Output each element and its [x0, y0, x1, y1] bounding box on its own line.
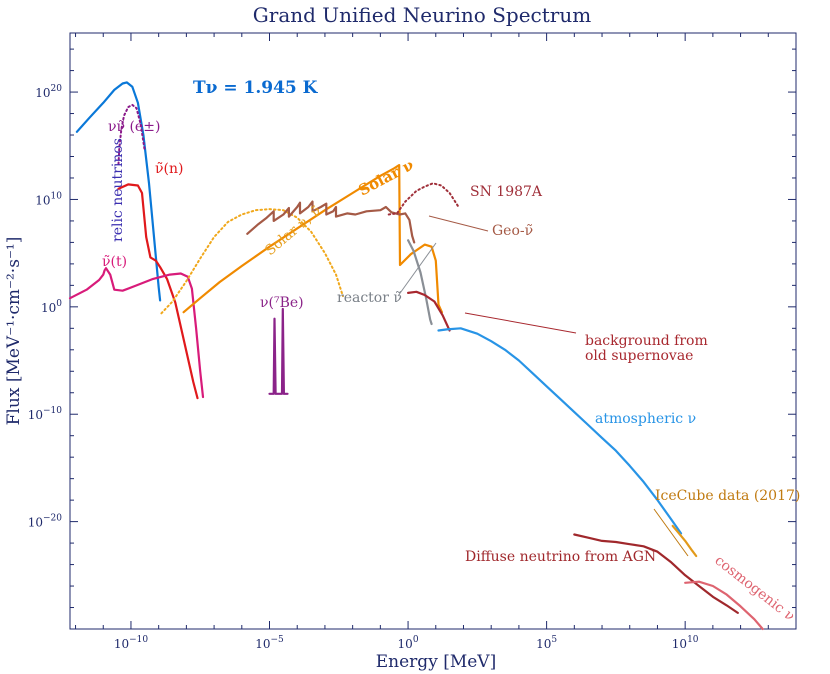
series-line-1 — [117, 103, 146, 165]
series-line-13 — [684, 580, 764, 631]
series-line-4 — [160, 208, 344, 315]
series-line-0 — [75, 81, 162, 302]
annotation-label: Tν = 1.945 K — [193, 78, 319, 98]
series-line-9 — [407, 290, 451, 332]
series-line-14 — [268, 307, 289, 395]
annotation-label: reactor ν̃ — [337, 290, 402, 306]
y-axis-label: Flux [MeV⁻¹·cm⁻²·s⁻¹] — [4, 237, 24, 426]
annotation-label: cosmogenic ν — [712, 553, 798, 625]
annotation-label: Geo-ν̃ — [492, 223, 533, 239]
y-tick-label: 100 — [41, 299, 62, 315]
series-line-12 — [671, 524, 698, 558]
leader-old-supernovae — [464, 312, 577, 334]
annotation-label: background from — [585, 333, 708, 349]
series-group — [68, 81, 764, 631]
series-line-2 — [117, 183, 199, 400]
plot-frame — [69, 32, 797, 630]
leader-reactor — [397, 242, 437, 297]
leader-geo — [428, 215, 489, 232]
series-line-11 — [573, 533, 739, 615]
series-line-8 — [407, 239, 433, 326]
annotation-label: Solar ν — [355, 156, 416, 200]
annotation-label: ν(⁷Be) — [260, 295, 304, 311]
x-tick-label: 1010 — [672, 635, 699, 651]
tick-group: 10−10 10−5 100 105 1010 1020 1010 100 10−10 10−20 — [28, 33, 797, 651]
x-axis-label: Energy [MeV] — [376, 652, 496, 672]
y-tick-label: 1020 — [35, 84, 62, 100]
annotation-label: IceCube data (2017) — [655, 488, 800, 504]
x-tick-label: 10−10 — [114, 635, 149, 651]
series-line-10 — [437, 327, 683, 535]
x-tick-label: 105 — [536, 635, 557, 651]
annotation-label: ν̃(n) — [155, 161, 183, 177]
annotation-label: SN 1987A — [470, 184, 543, 200]
annotation-label: old supernovae — [585, 348, 693, 364]
x-tick-label: 10−5 — [255, 635, 284, 651]
y-tick-label: 10−10 — [28, 406, 63, 422]
series-line-3 — [68, 267, 205, 399]
series-line-5 — [182, 164, 443, 314]
annotation-label: ν̃(t) — [102, 254, 127, 270]
x-tick-label: 100 — [398, 635, 419, 651]
y-tick-label: 10−20 — [28, 514, 63, 530]
annotation-label: Diffuse neutrino from AGN — [465, 549, 656, 565]
annotation-label: relic neutrinos — [110, 138, 126, 242]
leader-icecube — [653, 508, 689, 557]
series-line-7 — [387, 182, 459, 216]
leader-lines — [397, 215, 689, 557]
annotation-label: νν̃ (e±) — [108, 119, 160, 135]
chart-title: Grand Unified Neurino Spectrum — [253, 3, 591, 27]
annotation-label: atmospheric ν — [595, 411, 696, 427]
series-line-6 — [246, 200, 416, 244]
y-tick-label: 1010 — [35, 191, 62, 207]
